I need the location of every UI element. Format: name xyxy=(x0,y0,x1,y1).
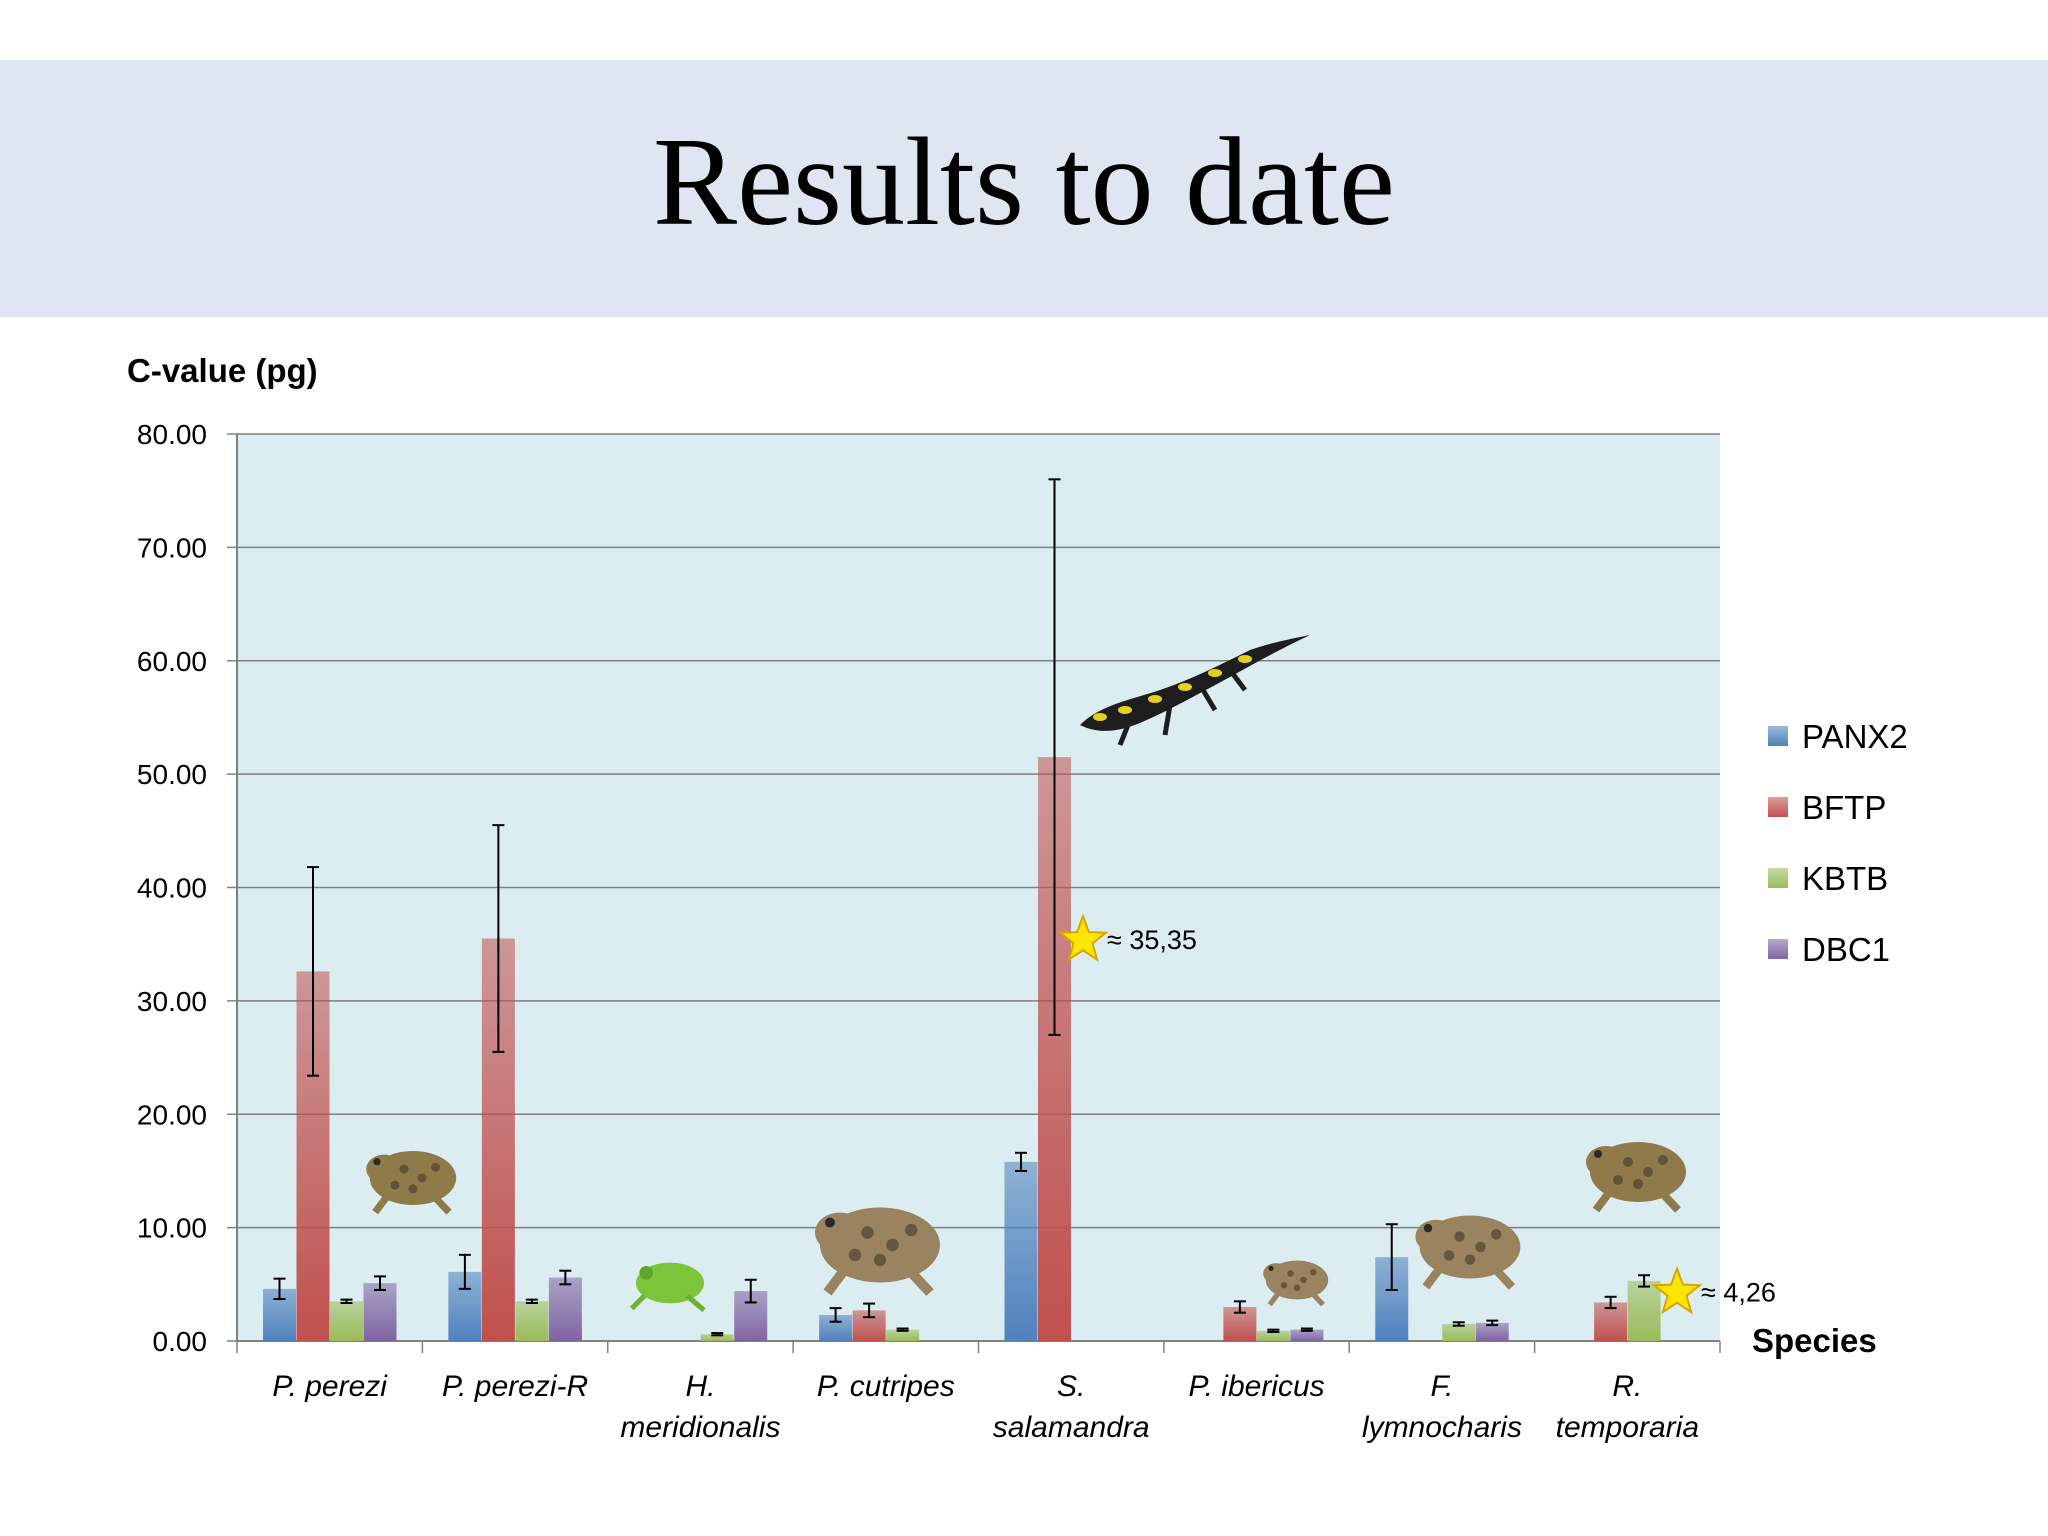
x-axis-title: Species xyxy=(1752,1322,1877,1359)
slide-title: Results to date xyxy=(653,113,1395,252)
title-band xyxy=(0,60,2048,317)
legend-swatch-bftp xyxy=(1768,797,1788,817)
x-category-label: R. xyxy=(1612,1370,1642,1403)
frog-icon xyxy=(366,1151,457,1215)
bar-dbc1 xyxy=(363,1283,397,1341)
toad-icon xyxy=(1415,1215,1521,1290)
legend-label-kbtb: KBTB xyxy=(1802,860,1888,897)
bar-kbtb xyxy=(1442,1323,1476,1341)
bar-kbtb xyxy=(330,1301,363,1341)
star-marker-icon xyxy=(1651,1265,1703,1315)
x-category-label: P. cutripes xyxy=(817,1370,955,1403)
star-marker-icon xyxy=(1057,913,1109,962)
x-category-label: P. perezi-R xyxy=(442,1370,588,1403)
bar-dbc1 xyxy=(548,1277,582,1341)
legend-label-dbc1: DBC1 xyxy=(1802,931,1890,968)
legend-label-bftp: BFTP xyxy=(1802,789,1886,826)
y-tick-label: 10.00 xyxy=(137,1213,207,1244)
y-tick-label: 70.00 xyxy=(137,532,207,563)
y-axis-title: C-value (pg) xyxy=(127,352,318,389)
y-tick-label: 40.00 xyxy=(137,873,207,904)
bar-kbtb xyxy=(700,1334,734,1341)
legend-swatch-panx2 xyxy=(1768,726,1788,746)
x-category-label: F. xyxy=(1431,1370,1454,1403)
star-annotation-label: ≈ 4,26 xyxy=(1701,1278,1776,1308)
legend-label-panx2: PANX2 xyxy=(1802,718,1908,755)
salamander-icon xyxy=(1080,635,1310,746)
toad-icon xyxy=(815,1207,940,1296)
tree-frog-icon xyxy=(629,1262,706,1313)
legend-swatch-dbc1 xyxy=(1768,939,1788,959)
x-category-label: salamandra xyxy=(993,1411,1150,1444)
bar-dbc1 xyxy=(1475,1322,1509,1341)
toad-icon xyxy=(1263,1260,1329,1307)
bar-kbtb xyxy=(1627,1280,1661,1341)
y-tick-label: 0.00 xyxy=(153,1326,208,1357)
x-category-label: meridionalis xyxy=(620,1411,780,1444)
x-category-label: S. xyxy=(1057,1370,1085,1403)
legend-swatch-kbtb xyxy=(1768,868,1788,888)
y-tick-label: 30.00 xyxy=(137,986,207,1017)
bar-dbc1 xyxy=(1290,1329,1324,1341)
y-tick-label: 80.00 xyxy=(137,419,207,450)
x-category-label: P. perezi xyxy=(272,1370,388,1403)
y-tick-label: 20.00 xyxy=(137,1099,207,1130)
x-category-label: H. xyxy=(685,1370,715,1403)
bar-kbtb xyxy=(886,1329,920,1341)
x-category-label: temporaria xyxy=(1556,1411,1699,1444)
star-annotation-label: ≈ 35,35 xyxy=(1107,925,1197,955)
x-category-label: lymnocharis xyxy=(1362,1411,1522,1444)
bar-panx2 xyxy=(1004,1161,1038,1341)
x-category-label: P. ibericus xyxy=(1188,1370,1324,1403)
y-tick-label: 60.00 xyxy=(137,646,207,677)
y-tick-label: 50.00 xyxy=(137,759,207,790)
frog-icon xyxy=(1586,1142,1686,1213)
bar-kbtb xyxy=(1256,1330,1290,1341)
bar-kbtb xyxy=(515,1301,549,1341)
